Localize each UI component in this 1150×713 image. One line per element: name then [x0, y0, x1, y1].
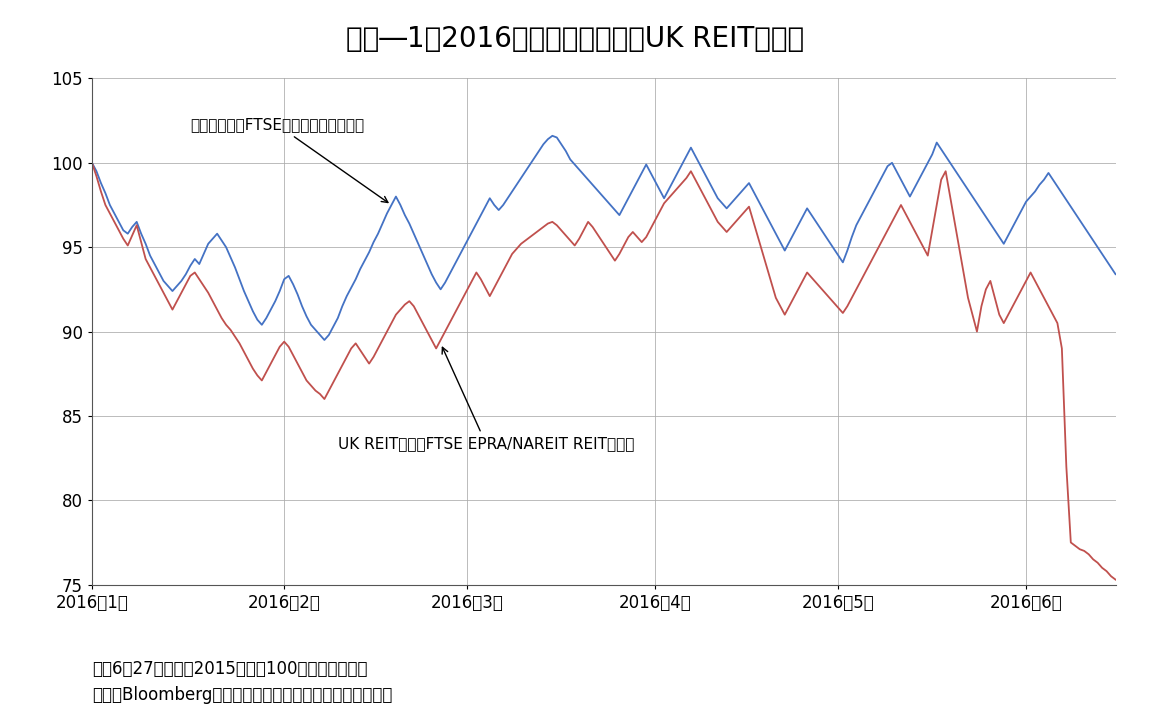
Text: 図表―1　2016年以降の英国株とUK REITの推移: 図表―1 2016年以降の英国株とUK REITの推移	[346, 25, 804, 53]
Text: 出所：Bloombergのデータを基にニッセイ基礎研究所作成: 出所：Bloombergのデータを基にニッセイ基礎研究所作成	[92, 686, 392, 704]
Text: UK REIT指数（FTSE EPRA/NAREIT REIT指数）: UK REIT指数（FTSE EPRA/NAREIT REIT指数）	[338, 347, 634, 451]
Text: 英国株指数（FTSEオールシェア指数）: 英国株指数（FTSEオールシェア指数）	[191, 118, 388, 202]
Text: 注：6月27日時点。2015年末を100として標準化。: 注：6月27日時点。2015年末を100として標準化。	[92, 660, 368, 677]
